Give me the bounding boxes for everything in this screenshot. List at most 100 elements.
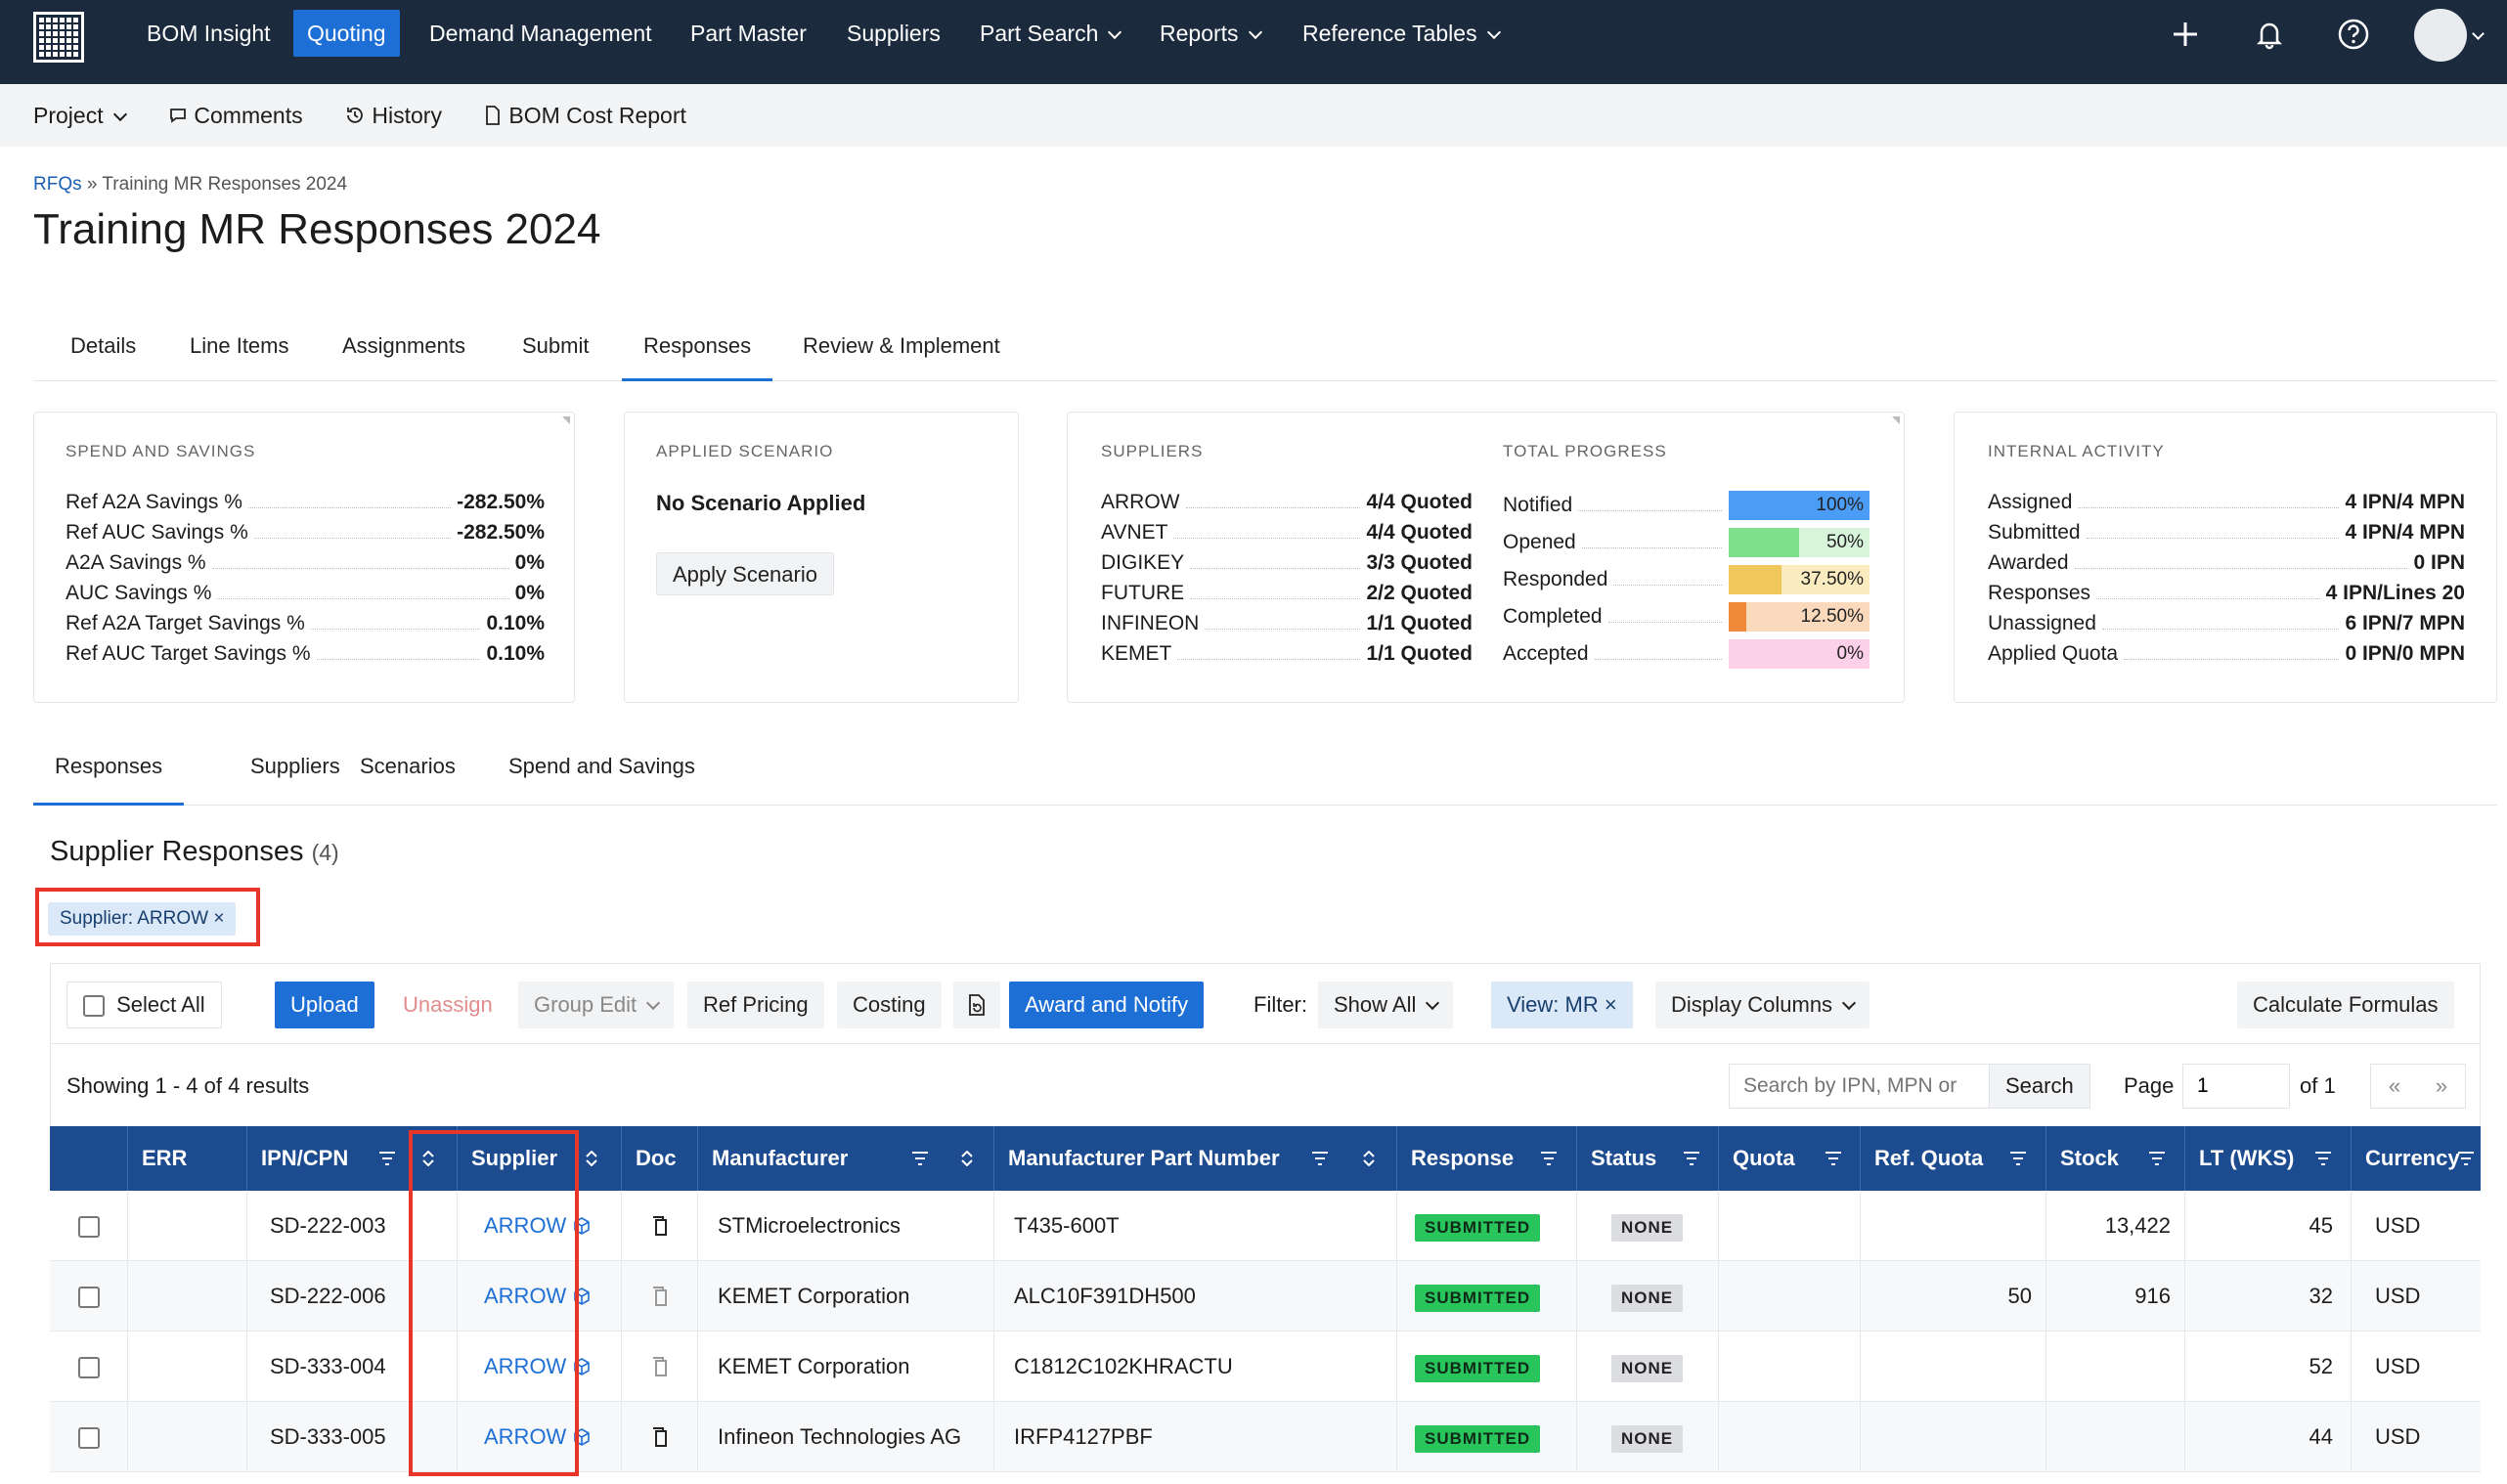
row-checkbox[interactable] [77,1357,100,1379]
tab-submit[interactable]: Submit [522,333,590,358]
filter-icon[interactable] [378,1151,396,1166]
search-input[interactable] [1729,1064,1989,1109]
status-cell[interactable]: NONE [1577,1191,1719,1261]
header-lt-wks[interactable]: LT (WKS) [2185,1126,2352,1191]
err-cell [128,1261,247,1331]
chevron-down-icon [646,995,661,1011]
supplier-link[interactable]: ARROW [458,1191,622,1261]
filter-icon[interactable] [2457,1151,2475,1166]
header-stock[interactable]: Stock [2046,1126,2185,1191]
nav-demand-management[interactable]: Demand Management [429,21,652,46]
chevron-down-icon[interactable] [2472,27,2485,47]
currency-cell: USD [2375,1284,2421,1308]
apply-scenario-button[interactable]: Apply Scenario [656,552,834,595]
history-link[interactable]: History [344,84,442,147]
status-cell[interactable]: NONE [1577,1261,1719,1331]
copy-document-icon[interactable] [650,1215,670,1237]
supplier-link[interactable]: ARROW [458,1402,622,1472]
supplier-link[interactable]: ARROW [458,1261,622,1331]
header-quota[interactable]: Quota [1719,1126,1861,1191]
filter-icon[interactable] [2009,1151,2027,1166]
header-manufacturer[interactable]: Manufacturer [698,1126,994,1191]
nav-suppliers[interactable]: Suppliers [847,21,941,46]
header-ipn[interactable]: IPN/CPN [247,1126,458,1191]
nav-reference-tables[interactable]: Reference Tables [1289,10,1513,57]
next-page-button[interactable]: » [2435,1073,2448,1098]
filter-icon[interactable] [911,1151,929,1166]
filter-icon[interactable] [1311,1151,1329,1166]
filter-icon[interactable] [2314,1151,2332,1166]
tab-line-items[interactable]: Line Items [190,333,289,358]
progress-row-label: Notified [1503,494,1728,517]
status-cell[interactable]: NONE [1577,1402,1719,1472]
search-button[interactable]: Search [1989,1064,2090,1109]
refresh-costing-button[interactable] [953,982,1000,1028]
costing-button[interactable]: Costing [837,982,942,1028]
upload-button[interactable]: Upload [275,982,374,1028]
bell-icon[interactable] [2253,18,2286,51]
doc-cell[interactable] [622,1191,698,1261]
filter-icon[interactable] [1540,1151,1558,1166]
display-columns-dropdown[interactable]: Display Columns [1655,982,1870,1028]
bom-cost-report-link[interactable]: BOM Cost Report [483,84,686,147]
page-number-input[interactable] [2182,1064,2290,1109]
header-supplier[interactable]: Supplier [458,1126,622,1191]
subtab-suppliers[interactable]: Suppliers [250,754,340,778]
subtab-scenarios[interactable]: Scenarios [360,754,456,778]
filter-icon[interactable] [1825,1151,1842,1166]
nav-part-search[interactable]: Part Search [966,10,1133,57]
doc-cell[interactable] [622,1261,698,1331]
copy-document-icon[interactable] [650,1426,670,1448]
progress-row-label: Completed [1503,605,1728,629]
supplier-filter-chip[interactable]: Supplier: ARROW × [48,902,237,936]
unassign-button[interactable]: Unassign [387,982,508,1028]
copy-document-icon[interactable] [650,1356,670,1377]
subtab-spend-savings[interactable]: Spend and Savings [508,754,695,778]
group-edit-dropdown[interactable]: Group Edit [518,982,675,1028]
nav-reports[interactable]: Reports [1146,10,1274,57]
supplier-link[interactable]: ARROW [458,1331,622,1402]
sort-icon[interactable] [958,1151,976,1166]
status-cell[interactable]: NONE [1577,1331,1719,1402]
doc-cell[interactable] [622,1402,698,1472]
help-icon[interactable] [2337,18,2370,51]
tab-responses[interactable]: Responses [622,323,773,381]
sort-icon[interactable] [1360,1151,1378,1166]
project-dropdown[interactable]: Project [33,84,127,147]
calculate-formulas-button[interactable]: Calculate Formulas [2237,982,2454,1028]
comments-link[interactable]: Comments [168,84,303,147]
app-grid-logo-icon[interactable] [33,12,84,63]
nav-part-master[interactable]: Part Master [690,21,807,46]
header-mpn[interactable]: Manufacturer Part Number [994,1126,1397,1191]
row-checkbox[interactable] [77,1216,100,1239]
row-checkbox[interactable] [77,1287,100,1309]
tab-details[interactable]: Details [70,333,137,358]
tab-assignments[interactable]: Assignments [342,333,465,358]
nav-bom-insight[interactable]: BOM Insight [147,21,271,46]
subtab-responses[interactable]: Responses [33,739,185,806]
breadcrumb-rfqs-link[interactable]: RFQs [33,174,82,195]
doc-cell[interactable] [622,1331,698,1402]
sort-icon[interactable] [583,1151,600,1166]
select-all-checkbox[interactable]: Select All [66,982,222,1028]
plus-icon[interactable] [2169,18,2202,51]
user-avatar[interactable] [2414,9,2467,62]
filter-icon[interactable] [1683,1151,1700,1166]
filter-icon[interactable] [2148,1151,2166,1166]
header-currency[interactable]: Currency [2352,1126,2481,1191]
header-response[interactable]: Response [1397,1126,1577,1191]
award-notify-button[interactable]: Award and Notify [1009,982,1205,1028]
view-mr-chip[interactable]: View: MR × [1491,982,1633,1028]
sort-icon[interactable] [419,1151,437,1166]
tab-review-implement[interactable]: Review & Implement [803,333,1000,358]
row-checkbox[interactable] [77,1427,100,1450]
ref-pricing-button[interactable]: Ref Pricing [687,982,824,1028]
kv-key: Responses [1988,582,2091,604]
first-page-button[interactable]: « [2388,1073,2401,1098]
copy-document-icon[interactable] [650,1286,670,1307]
nav-quoting[interactable]: Quoting [293,10,400,57]
checkbox[interactable] [83,995,105,1018]
header-status[interactable]: Status [1577,1126,1719,1191]
filter-dropdown[interactable]: Show All [1318,982,1454,1028]
header-ref-quota[interactable]: Ref. Quota [1861,1126,2046,1191]
